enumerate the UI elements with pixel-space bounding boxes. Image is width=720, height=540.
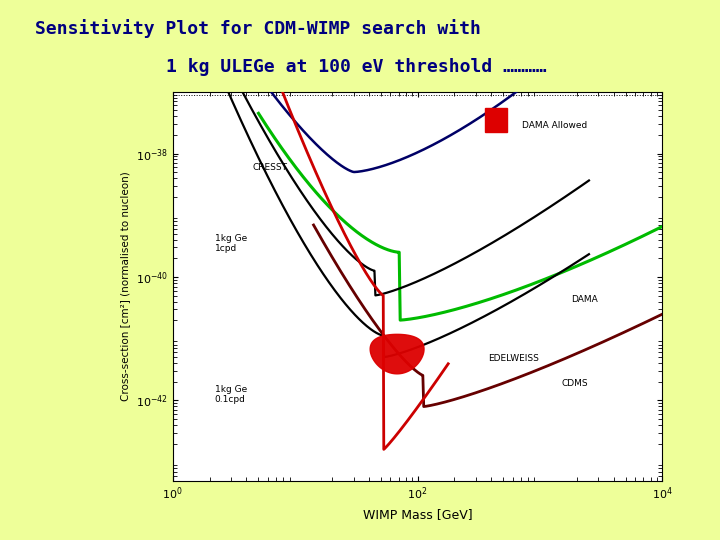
- X-axis label: WIMP Mass [GeV]: WIMP Mass [GeV]: [363, 508, 472, 521]
- Text: Sensitivity Plot for CDM-WIMP search with: Sensitivity Plot for CDM-WIMP search wit…: [35, 19, 481, 38]
- Polygon shape: [370, 334, 424, 374]
- Y-axis label: Cross-section [cm²] (normalised to nucleon): Cross-section [cm²] (normalised to nucle…: [120, 171, 130, 401]
- Text: EDELWEISS: EDELWEISS: [489, 354, 539, 363]
- Text: CDMS: CDMS: [562, 379, 588, 388]
- Text: 1 kg ULEGe at 100 eV threshold …………: 1 kg ULEGe at 100 eV threshold …………: [166, 58, 547, 76]
- Bar: [485, 108, 507, 132]
- Text: DAMA Allowed: DAMA Allowed: [521, 122, 587, 130]
- Text: DAMA: DAMA: [571, 295, 598, 305]
- Text: 1kg Ge
1cpd: 1kg Ge 1cpd: [215, 234, 247, 253]
- Text: 1kg Ge
0.1cpd: 1kg Ge 0.1cpd: [215, 385, 247, 404]
- Text: CRESST: CRESST: [253, 163, 288, 172]
